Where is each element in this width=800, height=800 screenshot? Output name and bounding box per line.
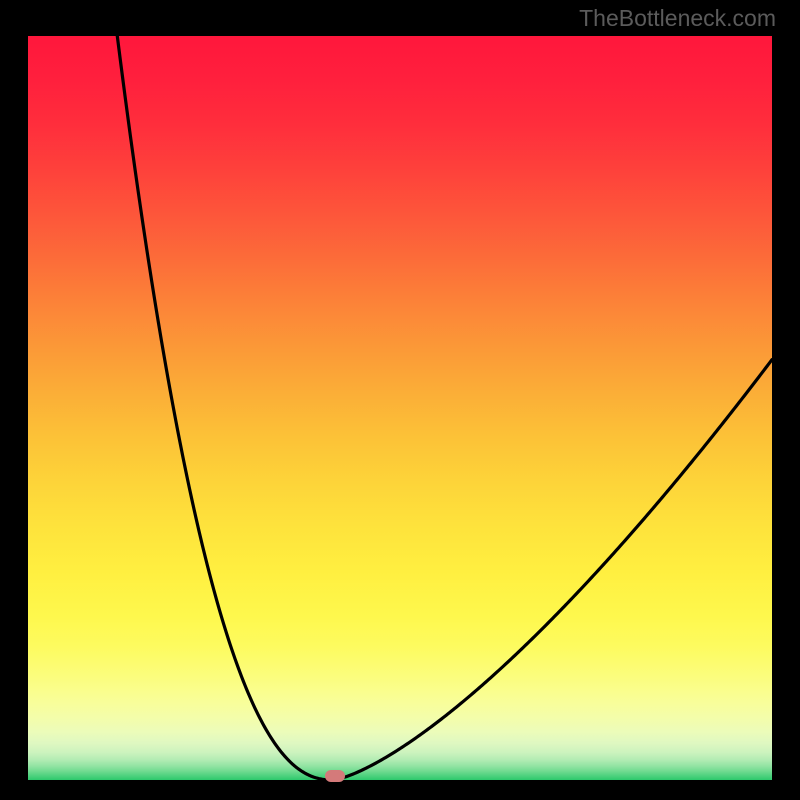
curve-layer — [28, 36, 772, 780]
watermark-text: TheBottleneck.com — [579, 5, 776, 32]
bottleneck-curve — [117, 36, 772, 780]
plot-area — [28, 36, 772, 780]
chart-container: TheBottleneck.com — [0, 0, 800, 800]
minimum-marker — [325, 770, 345, 782]
watermark-label: TheBottleneck.com — [579, 5, 776, 31]
